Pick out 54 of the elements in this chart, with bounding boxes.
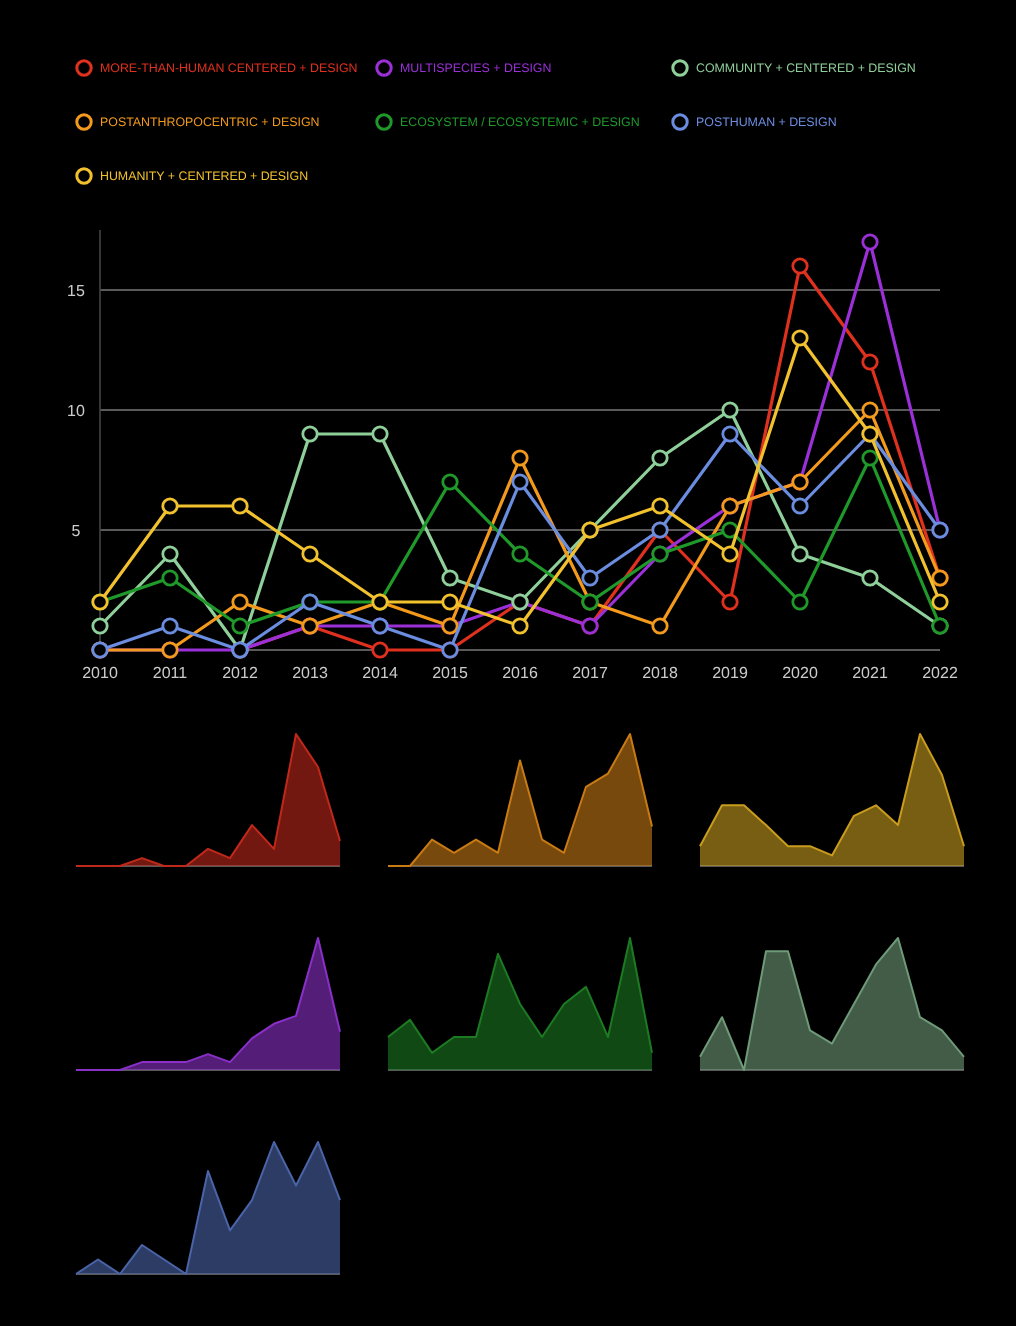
point: [231, 497, 249, 515]
x-tick-label: 2013: [292, 664, 329, 682]
point: [161, 545, 179, 563]
point: [651, 497, 669, 515]
x-tick-label: 2021: [852, 664, 889, 682]
point: [791, 545, 809, 563]
x-tick-label: 2018: [642, 664, 679, 682]
point: [791, 257, 809, 275]
point: [441, 593, 459, 611]
y-tick-label: 15: [67, 281, 86, 300]
point: [791, 497, 809, 515]
x-tick-label: 2014: [362, 664, 399, 682]
point: [861, 353, 879, 371]
x-tick-label: 2017: [572, 664, 609, 682]
x-tick-label: 2016: [502, 664, 539, 682]
y-tick-label: 5: [71, 521, 82, 540]
point: [441, 473, 459, 491]
point: [721, 425, 739, 443]
x-tick-label: 2020: [782, 664, 819, 682]
point: [651, 449, 669, 467]
point: [861, 401, 879, 419]
point: [301, 545, 319, 563]
point: [861, 233, 879, 251]
point: [511, 545, 529, 563]
point: [651, 617, 669, 635]
point: [721, 401, 739, 419]
point: [371, 641, 389, 659]
point: [91, 617, 109, 635]
x-tick-label: 2022: [922, 664, 959, 682]
point: [931, 593, 949, 611]
point: [861, 449, 879, 467]
point: [441, 569, 459, 587]
point: [721, 545, 739, 563]
point: [231, 617, 249, 635]
point: [511, 473, 529, 491]
point: [301, 425, 319, 443]
point: [231, 593, 249, 611]
point: [161, 569, 179, 587]
point: [791, 329, 809, 347]
x-tick-label: 2011: [152, 664, 189, 682]
y-tick-label: 10: [67, 401, 86, 420]
point: [511, 617, 529, 635]
point: [581, 569, 599, 587]
point: [161, 617, 179, 635]
point: [721, 593, 739, 611]
x-tick-label: 2012: [222, 664, 259, 682]
x-tick-label: 2015: [432, 664, 469, 682]
point: [791, 593, 809, 611]
point: [161, 497, 179, 515]
point: [371, 425, 389, 443]
point: [861, 569, 879, 587]
point: [511, 449, 529, 467]
x-tick-label: 2010: [82, 664, 119, 682]
x-tick-label: 2019: [712, 664, 749, 682]
